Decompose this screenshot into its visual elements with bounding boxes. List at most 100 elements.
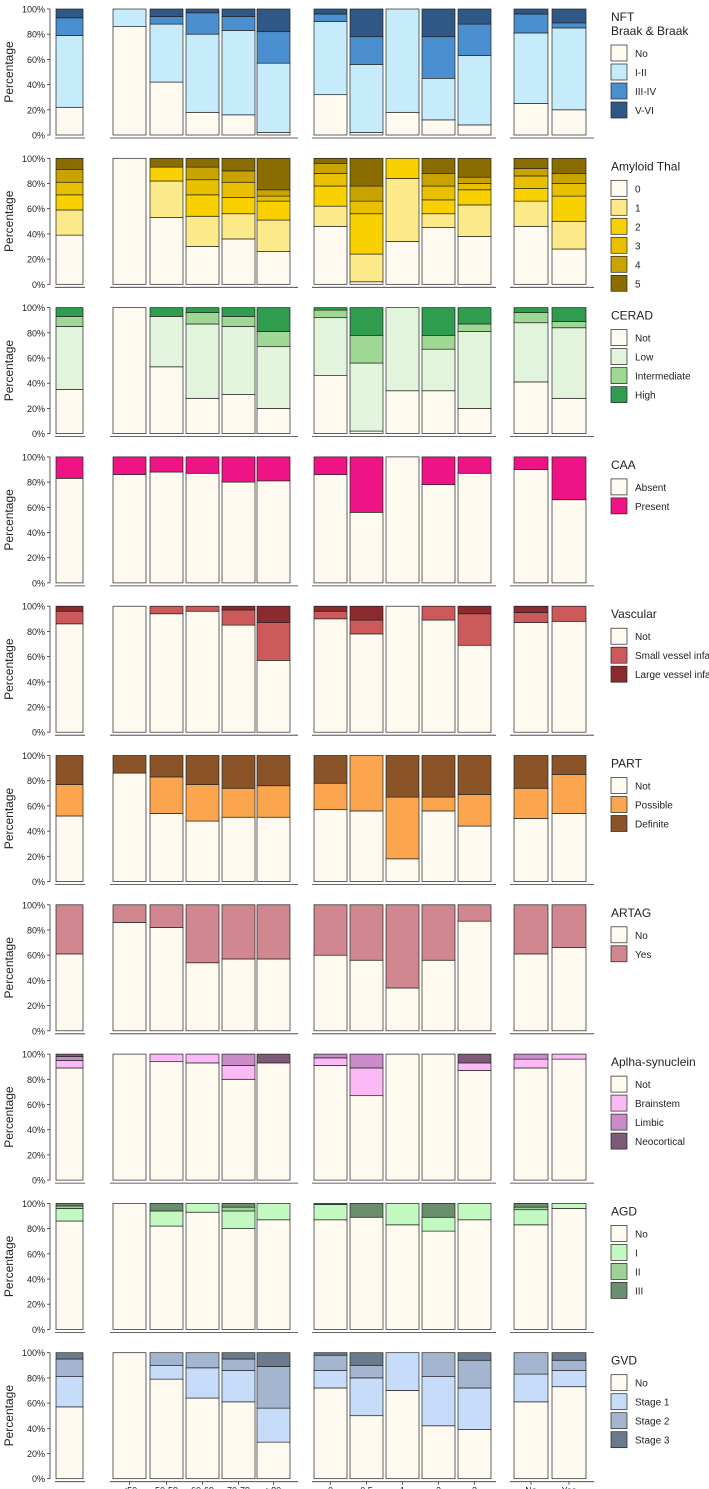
bar-segment	[551, 813, 587, 882]
bar-segment	[221, 1352, 256, 1360]
bar-segment	[256, 1062, 291, 1181]
y-tick-label: 0%	[32, 429, 45, 439]
bar-segment	[149, 1061, 184, 1181]
bar-segment	[457, 794, 492, 827]
bar-segment	[513, 175, 549, 189]
y-tick-label: 0%	[32, 1325, 45, 1335]
bar-segment	[385, 1203, 420, 1226]
bar-segment	[149, 904, 184, 928]
legend-label: Not	[635, 1080, 651, 1091]
legend-title: Amyloid Thal	[611, 159, 680, 173]
legend-label: Absent	[635, 483, 666, 494]
bar-segment	[421, 904, 456, 961]
bar-segment	[185, 962, 220, 1032]
y-tick-label: 100%	[22, 154, 45, 164]
bar-segment	[313, 94, 348, 136]
bar-segment	[55, 209, 84, 236]
bar-segment	[513, 322, 549, 383]
y-tick-label: 60%	[27, 55, 45, 65]
legend-label: Possible	[635, 801, 673, 812]
y-tick-label: 20%	[27, 1001, 45, 1011]
bar-segment	[349, 200, 384, 215]
bar-segment	[385, 8, 420, 113]
y-tick-label: 40%	[27, 1424, 45, 1434]
bar-segment	[221, 1228, 256, 1330]
y-tick-label: 80%	[27, 1373, 45, 1383]
legend-swatch	[610, 1431, 628, 1449]
bar-segment	[421, 456, 456, 485]
bar-segment	[513, 904, 549, 955]
legend-swatch	[610, 217, 628, 235]
bar-segment	[221, 16, 256, 31]
bar-segment	[55, 904, 84, 955]
bar-segment	[256, 408, 291, 434]
bar-segment	[313, 173, 348, 187]
bar-segment	[256, 1366, 291, 1409]
y-tick-label: 80%	[27, 926, 45, 936]
bar-segment	[313, 954, 348, 1032]
legend-swatch	[610, 945, 628, 963]
bar-segment	[221, 609, 256, 626]
bar-segment	[421, 1053, 456, 1181]
bar-segment	[457, 456, 492, 474]
bar-segment	[149, 1378, 184, 1480]
bar-segment	[313, 307, 348, 311]
bar-segment	[112, 456, 147, 475]
bar-segment	[149, 927, 184, 1032]
bar-segment	[421, 1425, 456, 1480]
bar-segment	[112, 8, 147, 27]
bar-segment	[185, 1053, 220, 1064]
bar-segment	[221, 605, 256, 611]
bar-segment	[55, 1056, 84, 1061]
legend-label: 1	[635, 203, 641, 214]
y-tick-label: 40%	[27, 827, 45, 837]
bar-segment	[149, 180, 184, 218]
bar-segment	[55, 1205, 84, 1209]
legend-swatch	[610, 1393, 628, 1411]
bar-segment	[513, 200, 549, 227]
y-tick-label: 80%	[27, 478, 45, 488]
bar-segment	[112, 605, 147, 733]
bar-segment	[55, 1376, 84, 1408]
legend-swatch	[610, 179, 628, 197]
x-tick-label: 3	[472, 1486, 477, 1489]
legend-swatch	[610, 777, 628, 794]
legend-label: V-VI	[635, 106, 654, 117]
bar-segment	[513, 456, 549, 470]
bar-segment	[55, 157, 84, 170]
bar-segment	[457, 23, 492, 56]
legend-swatch	[610, 274, 628, 292]
x-tick-label: >80	[266, 1486, 281, 1489]
bar-segment	[221, 8, 256, 17]
bar-segment	[256, 785, 291, 818]
bar-segment	[221, 181, 256, 198]
bar-segment	[385, 456, 420, 584]
bar-segment	[551, 1386, 587, 1480]
legend-label: Stage 3	[635, 1436, 670, 1447]
x-tick-label: 70-79	[227, 1486, 250, 1489]
bar-segment	[421, 119, 456, 136]
bar-segment	[349, 1415, 384, 1480]
bar-segment	[313, 456, 348, 475]
y-tick-label: 40%	[27, 1275, 45, 1285]
y-tick-label: 60%	[27, 652, 45, 662]
bar-segment	[149, 1225, 184, 1330]
bar-segment	[185, 179, 220, 196]
bar-segment	[349, 755, 384, 812]
bar-segment	[185, 755, 220, 785]
bar-segment	[221, 30, 256, 116]
bar-segment	[185, 12, 220, 35]
bar-segment	[256, 200, 291, 221]
bar-segment	[313, 1387, 348, 1480]
legend-label: Large vessel infarct	[635, 670, 709, 681]
bar-segment	[513, 103, 549, 136]
bar-segment	[149, 16, 184, 25]
y-tick-label: 80%	[27, 1224, 45, 1234]
legend-swatch	[610, 478, 628, 496]
bar-segment	[551, 1369, 587, 1388]
bar-segment	[55, 17, 84, 36]
y-tick-label: 100%	[22, 5, 45, 15]
bar-segment	[149, 217, 184, 285]
y-tick-label: 40%	[27, 528, 45, 538]
